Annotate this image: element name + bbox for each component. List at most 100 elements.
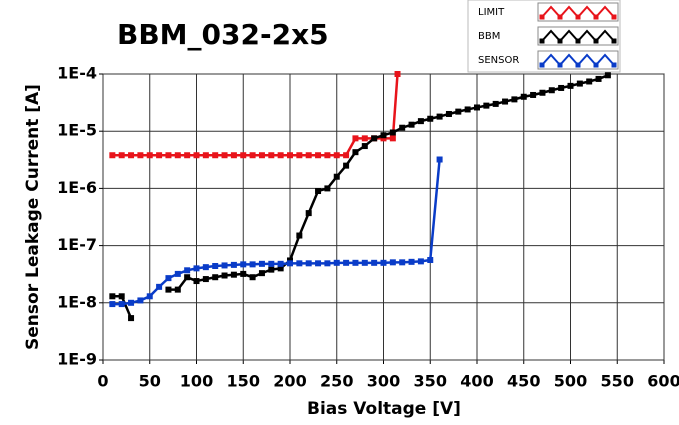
data-point: [305, 210, 312, 217]
data-point: [287, 260, 293, 267]
data-point: [249, 152, 256, 159]
data-point: [230, 152, 237, 159]
data-point: [333, 173, 340, 180]
legend-marker: [575, 38, 581, 44]
data-point: [567, 82, 574, 89]
data-point: [202, 276, 209, 283]
legend-label: SENSOR: [478, 55, 519, 66]
data-point: [324, 260, 331, 267]
data-point: [352, 149, 359, 156]
data-point: [399, 259, 406, 266]
data-point: [221, 152, 228, 159]
data-point: [221, 262, 228, 269]
x-tick-label: 600: [647, 372, 679, 391]
data-point: [455, 108, 462, 115]
data-point: [174, 270, 181, 277]
data-point: [464, 106, 471, 113]
legend-marker: [557, 14, 563, 20]
data-point: [324, 152, 331, 159]
data-point: [520, 93, 527, 100]
legend-marker: [539, 62, 545, 68]
y-tick-label: 1E-6: [57, 178, 97, 197]
data-point: [146, 152, 153, 159]
data-point: [258, 152, 265, 159]
data-point: [511, 96, 518, 103]
data-point: [268, 152, 275, 159]
data-point: [361, 135, 368, 142]
x-tick-label: 400: [460, 372, 493, 391]
legend-marker: [611, 62, 617, 68]
data-point: [128, 299, 135, 306]
legend-label: LIMIT: [478, 7, 505, 18]
data-point: [184, 267, 191, 274]
data-point: [361, 259, 368, 266]
data-point: [558, 84, 565, 91]
data-point: [165, 152, 172, 159]
data-point: [436, 113, 443, 120]
x-tick-label: 50: [139, 372, 161, 391]
data-point: [315, 260, 322, 267]
data-point: [324, 185, 331, 192]
data-point: [212, 274, 219, 281]
data-point: [530, 91, 537, 98]
data-point: [399, 124, 406, 131]
data-point: [193, 278, 200, 285]
x-axis-label: Bias Voltage [V]: [307, 399, 461, 419]
data-point: [380, 259, 387, 266]
legend-marker: [557, 38, 563, 44]
data-point: [352, 135, 359, 142]
data-point: [371, 135, 378, 142]
x-tick-label: 550: [601, 372, 634, 391]
legend-marker: [593, 14, 599, 20]
data-point: [333, 152, 340, 159]
y-tick-label: 1E-8: [57, 292, 97, 311]
legend-marker: [611, 38, 617, 44]
data-point: [427, 115, 434, 122]
data-point: [296, 260, 303, 267]
data-point: [174, 286, 181, 293]
x-tick-label: 500: [554, 372, 587, 391]
y-tick-label: 1E-4: [57, 64, 97, 83]
chart-title: BBM_032-2x5: [117, 18, 329, 51]
data-point: [268, 266, 275, 273]
data-point: [305, 152, 312, 159]
data-point: [417, 258, 424, 265]
data-point: [128, 315, 135, 322]
data-point: [436, 156, 443, 163]
data-point: [604, 72, 611, 79]
data-point: [389, 135, 396, 142]
x-tick-label: 200: [273, 372, 306, 391]
data-point: [343, 152, 350, 159]
data-point: [287, 152, 293, 159]
x-tick-label: 250: [320, 372, 353, 391]
data-point: [343, 259, 350, 266]
data-point: [137, 297, 144, 304]
data-point: [184, 274, 191, 281]
data-point: [165, 286, 172, 293]
data-point: [240, 261, 247, 268]
data-point: [212, 262, 219, 269]
legend-marker: [557, 62, 563, 68]
series-group: [109, 71, 611, 322]
data-point: [576, 80, 583, 87]
x-tick-label: 100: [180, 372, 213, 391]
data-point: [427, 257, 434, 264]
data-point: [249, 261, 256, 268]
data-point: [296, 232, 303, 239]
data-point: [277, 265, 284, 272]
y-tick-label: 1E-5: [57, 121, 97, 140]
data-point: [548, 87, 555, 94]
data-point: [483, 102, 490, 109]
data-point: [502, 98, 509, 105]
data-point: [109, 301, 116, 308]
data-point: [128, 152, 135, 159]
data-point: [165, 275, 172, 282]
data-point: [174, 152, 181, 159]
data-point: [389, 129, 396, 136]
x-tick-label: 0: [97, 372, 108, 391]
legend-marker: [539, 14, 545, 20]
data-point: [118, 152, 125, 159]
legend-marker: [539, 38, 545, 44]
data-point: [595, 75, 602, 82]
